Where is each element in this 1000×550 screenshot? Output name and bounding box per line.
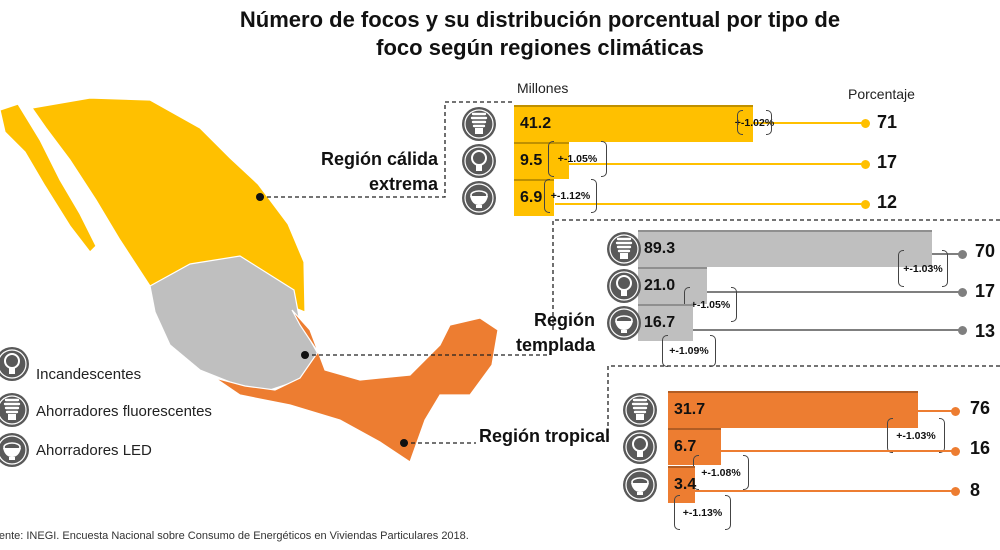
percent-dot [958, 287, 967, 297]
error-margin-label: +-1.09% [662, 335, 716, 367]
error-margin-label: +-1.13% [674, 495, 731, 530]
bar-value-label: 41.2 [520, 115, 552, 132]
error-margin-label: +-1.05% [548, 141, 607, 177]
led-bulb-icon [461, 180, 497, 221]
map-region-calida [0, 103, 97, 253]
connector-line [707, 291, 962, 293]
fluorescent-bulb-icon [0, 393, 29, 427]
connector-line [555, 203, 865, 205]
fluorescent-bulb-icon [622, 392, 658, 433]
bar-value-label: 31.7 [674, 401, 706, 418]
led-bulb-icon [0, 433, 29, 467]
percent-label: 17 [877, 152, 898, 172]
percent-dot [861, 118, 870, 128]
legend-item-fluorescent: Ahorradores fluorescentes [36, 403, 212, 420]
error-margin-label: +-1.12% [544, 179, 597, 213]
connector-line [693, 329, 962, 331]
incandescent-bulb-icon [606, 268, 642, 309]
chart-title: Número de focos y su distribución porcen… [239, 7, 841, 60]
fluorescent-bulb-icon [606, 231, 642, 272]
connector-line [721, 450, 955, 452]
region-marker [400, 439, 408, 447]
percent-label: 13 [975, 321, 996, 341]
region-label-templada: Región templada [515, 310, 595, 355]
fluorescent-bulb-icon [461, 106, 497, 147]
bar-value-label: 3.4 [674, 476, 697, 493]
error-margin-label: +-1.03% [898, 250, 948, 287]
error-margin-label: +-1.08% [693, 455, 749, 490]
region-marker [256, 193, 264, 201]
bar [514, 142, 570, 179]
percent-label: 12 [877, 192, 898, 212]
legend-item-led: Ahorradores LED [36, 442, 152, 459]
region-label-calida: Región cálida extrema [320, 149, 438, 194]
fluorescent-bulb-icon [0, 392, 30, 433]
dashed-connectors [260, 101, 1000, 444]
percent-label: 16 [970, 438, 991, 458]
bar [638, 230, 932, 267]
millones-header: Millones [517, 80, 569, 96]
connector-line [740, 122, 865, 124]
percent-label: 71 [877, 112, 898, 132]
led-bulb-icon [606, 305, 642, 346]
led-bulb-icon [607, 306, 641, 340]
map-region-tropical [214, 309, 499, 463]
incandescent-bulb-icon [0, 347, 29, 381]
bar-value-label: 9.5 [520, 152, 543, 169]
percent-dot [951, 446, 960, 456]
percent-dot [951, 406, 960, 416]
connector-line [680, 490, 955, 492]
percent-dot [861, 199, 870, 209]
percent-dot [958, 325, 967, 335]
bar-value-label: 89.3 [644, 240, 676, 257]
bar [638, 267, 708, 304]
bar-value-label: 6.9 [520, 189, 543, 206]
region-label-tropical: Región tropical [478, 426, 610, 446]
percent-dot [958, 249, 967, 259]
bar [638, 304, 693, 341]
connector-line [560, 163, 865, 165]
percent-dot [951, 486, 960, 496]
incandescent-bulb-icon [622, 429, 658, 470]
led-bulb-icon [462, 181, 496, 215]
legend-item-incandescent: Incandescentes [36, 366, 142, 383]
bar-value-label: 6.7 [674, 438, 697, 455]
bar [668, 391, 918, 428]
connector-line [918, 410, 955, 412]
incandescent-bulb-icon [462, 144, 496, 178]
led-bulb-icon [0, 432, 30, 473]
fluorescent-bulb-icon [607, 232, 641, 266]
led-bulb-icon [622, 467, 658, 508]
porcentaje-header: Porcentaje [848, 86, 915, 102]
source-note: Fuente: INEGI. Encuesta Nacional sobre C… [0, 530, 469, 542]
error-margin-label: +-1.02% [735, 110, 774, 135]
bar-value-label: 21.0 [644, 277, 676, 294]
bar [514, 105, 753, 142]
percent-label: 76 [970, 398, 991, 418]
mexico-map [0, 97, 499, 463]
percent-label: 8 [970, 480, 981, 500]
incandescent-bulb-icon [0, 346, 30, 387]
fluorescent-bulb-icon [462, 107, 496, 141]
bar-value-label: 16.7 [644, 314, 676, 331]
percent-label: 70 [975, 241, 996, 261]
percent-label: 17 [975, 281, 996, 301]
incandescent-bulb-icon [623, 430, 657, 464]
error-margin-label: +-1.03% [887, 418, 945, 453]
led-bulb-icon [623, 468, 657, 502]
fluorescent-bulb-icon [623, 393, 657, 427]
incandescent-bulb-icon [461, 143, 497, 184]
percent-dot [861, 159, 870, 169]
bar [668, 466, 695, 503]
incandescent-bulb-icon [607, 269, 641, 303]
region-marker [301, 351, 309, 359]
